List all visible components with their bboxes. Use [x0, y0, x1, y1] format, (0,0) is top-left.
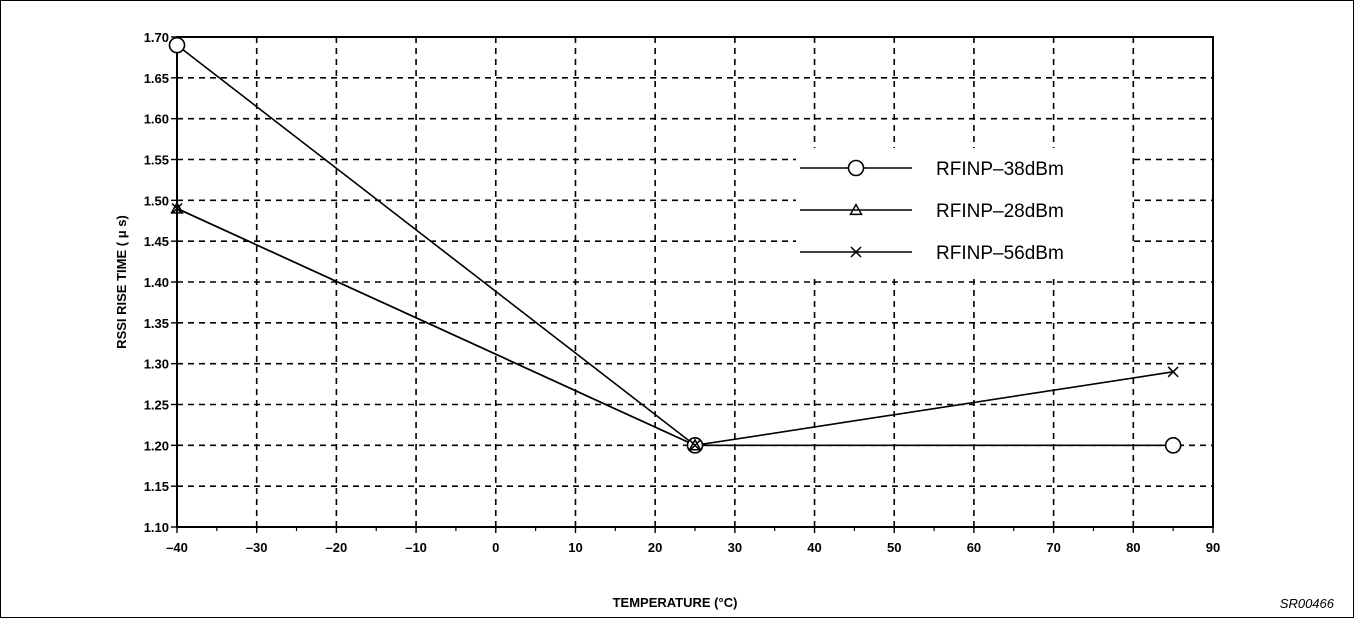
- y-tick-label: 1.40: [144, 275, 169, 290]
- data-point: [168, 36, 186, 54]
- legend-label: RFINP–56dBm: [936, 243, 1064, 264]
- y-tick-labels: 1.10 1.15 1.20 1.25 1.30 1.35 1.40 1.45 1.50 1.55…: [144, 30, 169, 535]
- legend-marker: [850, 246, 862, 258]
- legend-label: RFINP–28dBm: [936, 201, 1064, 222]
- y-tick-label: 1.35: [144, 316, 169, 331]
- y-tick-label: 1.60: [144, 112, 169, 127]
- x-tick-label: 70: [1046, 540, 1060, 555]
- y-tick-label: 1.20: [144, 438, 169, 453]
- x-tick-label: 90: [1206, 540, 1220, 555]
- legend: RFINP–38dBm RFINP–28dBm RFINP–56dBm: [796, 148, 1130, 278]
- x-tick-label: –30: [246, 540, 268, 555]
- x-tick-label: 0: [492, 540, 499, 555]
- x-tick-labels: –40 –30 –20 –10 0 10 20 30 40 50 60 70 80 90: [166, 540, 1220, 555]
- y-tick-label: 1.70: [144, 30, 169, 45]
- tick-marks: [171, 36, 1214, 533]
- y-tick-label: 1.50: [144, 193, 169, 208]
- x-tick-label: 10: [568, 540, 582, 555]
- y-tick-label: 1.15: [144, 479, 169, 494]
- x-tick-label: –10: [405, 540, 427, 555]
- y-tick-label: 1.10: [144, 520, 169, 535]
- data-point: [1167, 366, 1179, 378]
- series: [168, 36, 1182, 454]
- y-axis-title: RSSI RISE TIME ( μ s): [114, 215, 129, 349]
- x-tick-label: –20: [326, 540, 348, 555]
- x-axis-title: TEMPERATURE (°C): [613, 595, 738, 610]
- data-point: [171, 202, 183, 215]
- legend-marker: [847, 159, 865, 177]
- x-tick-label: 50: [887, 540, 901, 555]
- x-tick-label: 30: [728, 540, 742, 555]
- x-tick-label: 60: [967, 540, 981, 555]
- data-point: [170, 201, 184, 214]
- x-tick-label: –40: [166, 540, 188, 555]
- legend-marker: [849, 202, 863, 216]
- x-tick-label: 40: [807, 540, 821, 555]
- x-tick-label: 20: [648, 540, 662, 555]
- data-point: [1164, 437, 1182, 454]
- x-tick-label: 80: [1126, 540, 1140, 555]
- y-tick-label: 1.25: [144, 398, 169, 413]
- plot-area: [176, 36, 1214, 528]
- y-tick-label: 1.30: [144, 357, 169, 372]
- data-point: [688, 438, 702, 451]
- legend-label: RFINP–38dBm: [936, 159, 1064, 180]
- figure-code: SR00466: [1280, 596, 1335, 611]
- y-tick-label: 1.65: [144, 71, 169, 86]
- data-point: [689, 439, 701, 451]
- y-tick-label: 1.45: [144, 234, 169, 249]
- y-tick-label: 1.55: [144, 153, 169, 168]
